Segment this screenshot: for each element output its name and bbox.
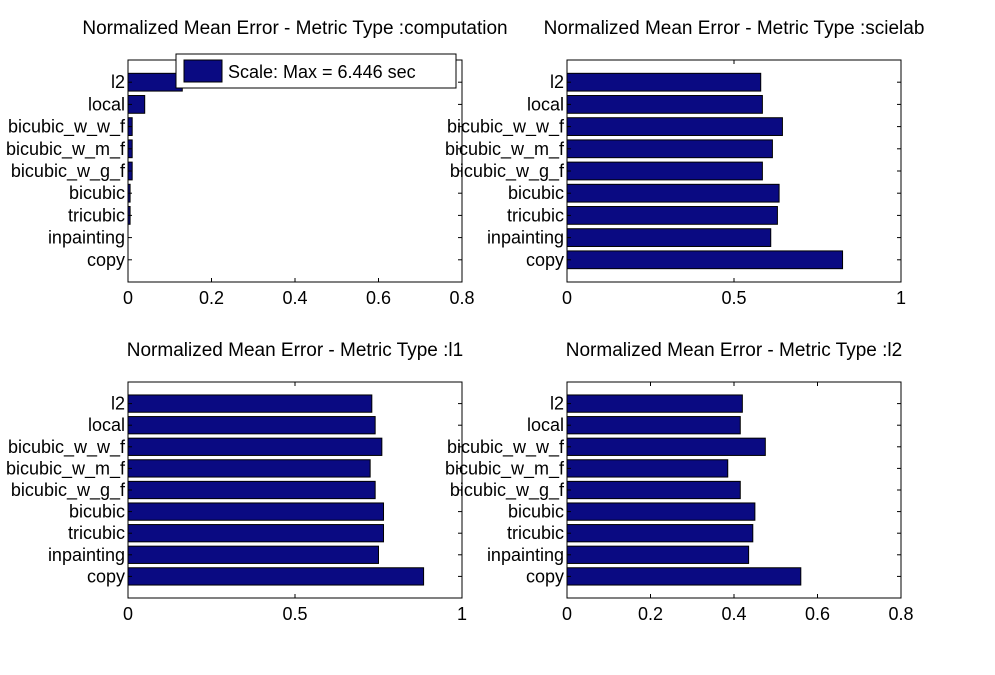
bar-l2 xyxy=(127,394,373,413)
xtick-label: 0.4 xyxy=(282,288,307,308)
chart-panel-1: l2localbicubic_w_w_fbicubic_w_m_fbicubic… xyxy=(6,18,508,308)
bar-bicubic_w_w_f xyxy=(566,117,783,136)
ytick-label: inpainting xyxy=(487,545,564,565)
bar-tricubic xyxy=(127,524,385,543)
ytick-label: tricubic xyxy=(68,523,125,543)
xtick-label: 0.8 xyxy=(449,288,474,308)
ytick-label: tricubic xyxy=(507,523,564,543)
xtick-label: 0 xyxy=(123,288,133,308)
ytick-label: bicubic xyxy=(508,502,564,522)
ytick-label: bicubic xyxy=(508,183,564,203)
ytick-label: bicubic_w_w_f xyxy=(447,437,565,458)
ytick-label: bicubic xyxy=(69,502,125,522)
xtick-label: 0.6 xyxy=(805,604,830,624)
ytick-label: bicubic_w_m_f xyxy=(445,458,565,479)
chart-title: Normalized Mean Error - Metric Type :sci… xyxy=(544,18,925,39)
ytick-label: bicubic_w_m_f xyxy=(6,458,126,479)
ytick-label: bicubic_w_g_f xyxy=(450,480,565,501)
bar-bicubic xyxy=(127,502,385,521)
bar-local xyxy=(566,95,763,114)
bar-copy xyxy=(566,567,802,586)
ytick-label: tricubic xyxy=(507,205,564,225)
xtick-label: 0.5 xyxy=(282,604,307,624)
ytick-label: l2 xyxy=(550,394,564,414)
ytick-label: bicubic_w_w_f xyxy=(8,437,126,458)
bar-bicubic_w_g_f xyxy=(566,480,741,500)
bar-bicubic_w_m_f xyxy=(566,139,773,159)
axes-box xyxy=(127,59,463,283)
ytick-label: l2 xyxy=(550,72,564,92)
bar-inpainting xyxy=(566,228,772,247)
chart-panel-4: l2localbicubic_w_w_fbicubic_w_m_fbicubic… xyxy=(445,340,914,624)
bar-local xyxy=(566,416,741,435)
ytick-label: bicubic_w_w_f xyxy=(8,117,126,138)
ytick-label: local xyxy=(88,415,125,435)
bar-local xyxy=(127,416,376,435)
ytick-label: local xyxy=(88,94,125,114)
ytick-label: bicubic_w_g_f xyxy=(450,161,565,182)
ytick-label: local xyxy=(527,94,564,114)
ytick-label: local xyxy=(527,415,564,435)
bar-bicubic xyxy=(566,502,756,521)
xtick-label: 0.2 xyxy=(638,604,663,624)
bar-inpainting xyxy=(566,545,750,564)
bar-l2 xyxy=(566,72,762,92)
bar-l2 xyxy=(127,72,183,92)
ytick-label: bicubic_w_g_f xyxy=(11,161,126,182)
legend-swatch xyxy=(183,59,223,83)
xtick-label: 1 xyxy=(457,604,467,624)
xtick-label: 0 xyxy=(562,288,572,308)
xtick-label: 0.4 xyxy=(721,604,746,624)
xtick-label: 0.2 xyxy=(199,288,224,308)
bar-bicubic_w_w_f xyxy=(566,437,766,456)
bar-bicubic_w_m_f xyxy=(127,459,371,478)
legend: Scale: Max = 6.446 sec xyxy=(175,53,457,89)
chart-panel-3: l2localbicubic_w_w_fbicubic_w_m_fbicubic… xyxy=(6,340,467,624)
bar-inpainting xyxy=(127,545,379,564)
bar-bicubic_w_g_f xyxy=(127,480,376,500)
bar-copy xyxy=(566,250,844,270)
ytick-label: bicubic_w_m_f xyxy=(6,139,126,160)
ytick-label: bicubic xyxy=(69,183,125,203)
chart-title: Normalized Mean Error - Metric Type :com… xyxy=(82,18,507,39)
bar-tricubic xyxy=(566,206,778,225)
xtick-label: 0.5 xyxy=(721,288,746,308)
xtick-label: 0 xyxy=(562,604,572,624)
bar-bicubic xyxy=(566,183,780,203)
legend-label: Scale: Max = 6.446 sec xyxy=(228,62,416,82)
xtick-label: 0 xyxy=(123,604,133,624)
ytick-label: copy xyxy=(87,566,125,586)
ytick-label: bicubic_w_m_f xyxy=(445,139,565,160)
bar-copy xyxy=(127,567,425,586)
chart-title: Normalized Mean Error - Metric Type :l1 xyxy=(127,340,463,361)
bar-bicubic_w_m_f xyxy=(566,459,729,478)
ytick-label: bicubic_w_w_f xyxy=(447,117,565,138)
ytick-label: inpainting xyxy=(48,545,125,565)
xtick-label: 0.8 xyxy=(888,604,913,624)
ytick-label: tricubic xyxy=(68,205,125,225)
ytick-label: copy xyxy=(526,250,564,270)
bar-tricubic xyxy=(566,524,754,543)
ytick-label: inpainting xyxy=(48,228,125,248)
legend-box xyxy=(175,53,457,89)
xtick-label: 0.6 xyxy=(366,288,391,308)
bar-bicubic_w_w_f xyxy=(127,437,383,456)
ytick-label: copy xyxy=(87,250,125,270)
bar-l2 xyxy=(566,394,743,413)
ytick-label: l2 xyxy=(111,394,125,414)
chart-panel-2: l2localbicubic_w_w_fbicubic_w_m_fbicubic… xyxy=(445,18,924,308)
chart-title: Normalized Mean Error - Metric Type :l2 xyxy=(566,340,902,361)
ytick-label: bicubic_w_g_f xyxy=(11,480,126,501)
bar-bicubic_w_g_f xyxy=(566,161,763,181)
ytick-label: l2 xyxy=(111,72,125,92)
xtick-label: 1 xyxy=(896,288,906,308)
ytick-label: copy xyxy=(526,566,564,586)
ytick-label: inpainting xyxy=(487,228,564,248)
